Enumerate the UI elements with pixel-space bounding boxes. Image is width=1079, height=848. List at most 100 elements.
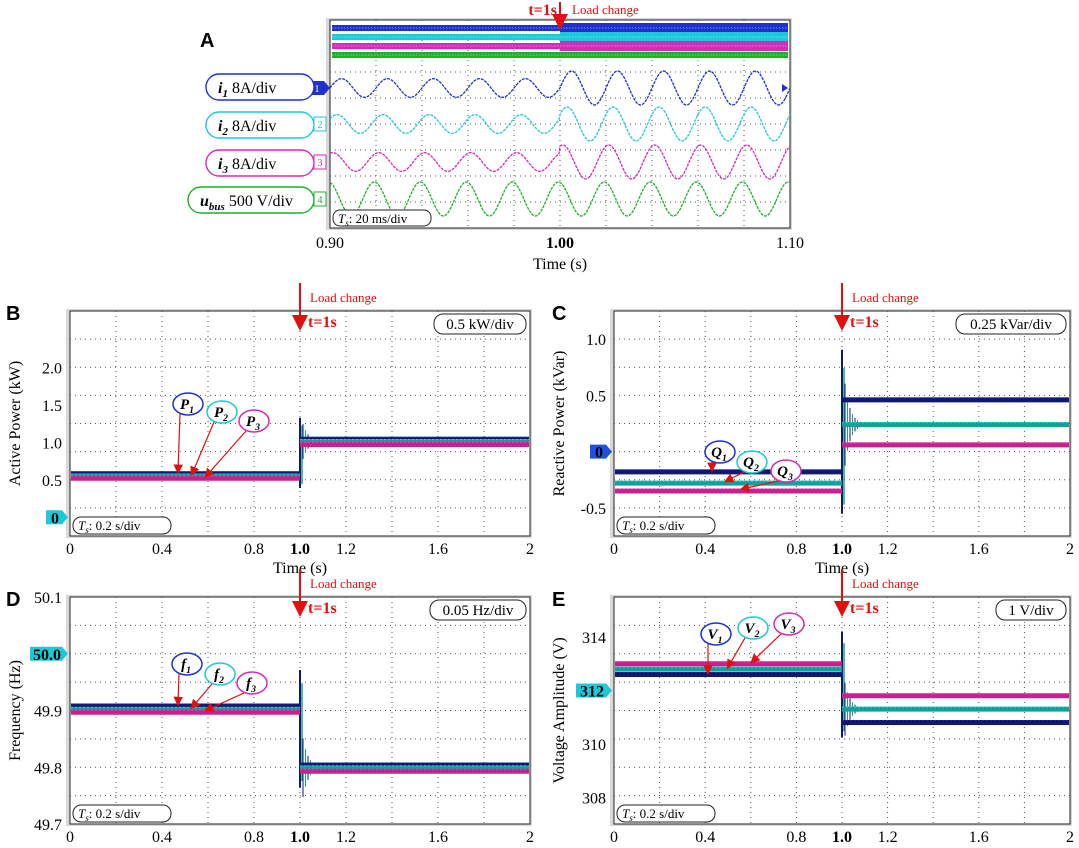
timebase-T: T <box>78 806 86 821</box>
x-tick-label: 2 <box>1066 829 1074 846</box>
callout-arrow <box>204 430 247 479</box>
x-axis-label: Time (s) <box>273 560 327 577</box>
channel-unit: 8A/div <box>228 80 276 97</box>
x-tick-label: 0 <box>610 541 618 558</box>
x-tick-label: 0.8 <box>786 829 806 846</box>
timebase-box-frame <box>72 516 172 535</box>
y-tick-label: 49.7 <box>34 817 62 834</box>
symbol: i <box>218 80 223 97</box>
series-callout-f3: f3 <box>203 671 268 712</box>
subscript: 1 <box>222 88 228 100</box>
event-note-label: Load change <box>310 576 377 591</box>
overview-strips <box>331 23 788 58</box>
series-callout-f2: f2 <box>190 662 236 710</box>
scale-box: 0.25 kVar/div <box>955 313 1067 335</box>
channel-label-ubus: ubus 500 V/div <box>187 186 315 214</box>
reference-marker-text: 50.0 <box>33 647 61 664</box>
subscript: 3 <box>787 472 793 483</box>
panel-letter: E <box>552 589 565 611</box>
y-tick-label: 49.9 <box>34 704 62 721</box>
y-tick-label: 0.5 <box>42 473 62 490</box>
x-tick-label: 2 <box>526 829 534 846</box>
reference-marker-shape <box>46 510 68 525</box>
scale-box-text: 0.25 kVar/div <box>970 317 1052 333</box>
timebase-T: T <box>622 806 630 821</box>
callout-bubble <box>736 450 768 474</box>
callout-bubble <box>770 459 802 483</box>
timebase-T: T <box>622 518 630 533</box>
timebase-box: Ts: 0.2 s/div <box>72 516 172 535</box>
callout-text: V1 <box>708 627 723 646</box>
channel-label-text: ubus 500 V/div <box>200 193 293 213</box>
reference-marker: 0 <box>590 444 612 462</box>
channel-unit: 8A/div <box>228 156 276 173</box>
channel-label-box <box>205 111 315 139</box>
timebase-label: Ts: 0.2 s/div <box>78 518 141 535</box>
reference-marker-text: 0 <box>51 510 59 527</box>
y-tick-label: 2.0 <box>42 360 62 377</box>
timebase-T: T <box>338 211 346 226</box>
timebase-label: Ts: 0.2 s/div <box>622 518 685 535</box>
y-axis-label: Voltage Amplitude (V) <box>551 637 568 783</box>
timebase-box-frame <box>616 804 716 823</box>
callout-text: Q3 <box>777 464 793 483</box>
subscript: 3 <box>250 684 256 695</box>
channel-marker: 3 <box>313 154 327 170</box>
event-time-label: t=1s <box>308 600 337 617</box>
x-tick-label: 1.2 <box>336 829 356 846</box>
channel-label-text: i1 8A/div <box>218 80 276 100</box>
channel-label-i2: i2 8A/div <box>205 111 315 139</box>
series-callout-V1: V1 <box>700 622 732 675</box>
callout-arrow <box>190 421 215 477</box>
x-tick-label: 1.2 <box>878 829 898 846</box>
event-note-label: Load change <box>310 290 377 305</box>
event-note-label: Load change <box>852 576 919 591</box>
timebase-label: Ts: 0.2 s/div <box>78 806 141 823</box>
x-tick-label: 0 <box>66 541 74 558</box>
x-tick-label: 0 <box>66 829 74 846</box>
reference-marker-text: 0 <box>595 445 603 462</box>
series-Q3 <box>615 442 1069 494</box>
symbol: P <box>214 405 224 421</box>
series-f3 <box>71 709 529 774</box>
series-f1 <box>71 703 529 768</box>
subscript: 2 <box>222 413 228 424</box>
y-tick-label: 1.5 <box>42 398 62 415</box>
symbol: P <box>180 397 190 413</box>
x-tick-label: 2 <box>526 541 534 558</box>
y-tick-label: 1.0 <box>42 435 62 452</box>
callout-text: P1 <box>180 397 194 416</box>
reference-marker-shape <box>590 444 612 459</box>
subscript: 2 <box>754 629 760 640</box>
scale-box-frame <box>429 599 527 621</box>
x-tick-label: 0.90 <box>316 235 344 252</box>
channel-label-box <box>187 186 315 214</box>
y-tick-label: 0.5 <box>586 388 606 405</box>
callout-arrow <box>203 692 245 712</box>
subscript: 2 <box>221 126 228 138</box>
overview-strip <box>560 52 788 58</box>
callout-bubble <box>204 662 236 686</box>
symbol: i <box>218 118 223 135</box>
timebase-box: Ts: 20 ms/div <box>332 209 432 228</box>
callout-arrow <box>726 637 746 670</box>
x-tick-label: 1.0 <box>290 541 310 558</box>
overview-texture <box>331 35 787 39</box>
series-P3 <box>71 442 529 481</box>
overview-strip <box>560 32 788 42</box>
series-Q1 <box>615 397 1069 475</box>
symbol: f <box>181 657 188 673</box>
callout-arrow <box>750 633 782 664</box>
reference-marker: 50.0 <box>30 646 68 664</box>
x-tick-label: 1.00 <box>546 235 574 252</box>
event-time-label: t=1s <box>528 2 557 19</box>
y-tick-label: 50.1 <box>34 590 62 607</box>
overview-texture <box>331 26 787 30</box>
series-callout-P2: P2 <box>190 400 238 477</box>
callout-bubble <box>773 612 805 636</box>
series-V1 <box>615 671 1069 726</box>
channel-marker: 1 <box>310 81 330 95</box>
x-tick-label: 0.4 <box>695 829 715 846</box>
x-tick-label: 0.8 <box>786 541 806 558</box>
